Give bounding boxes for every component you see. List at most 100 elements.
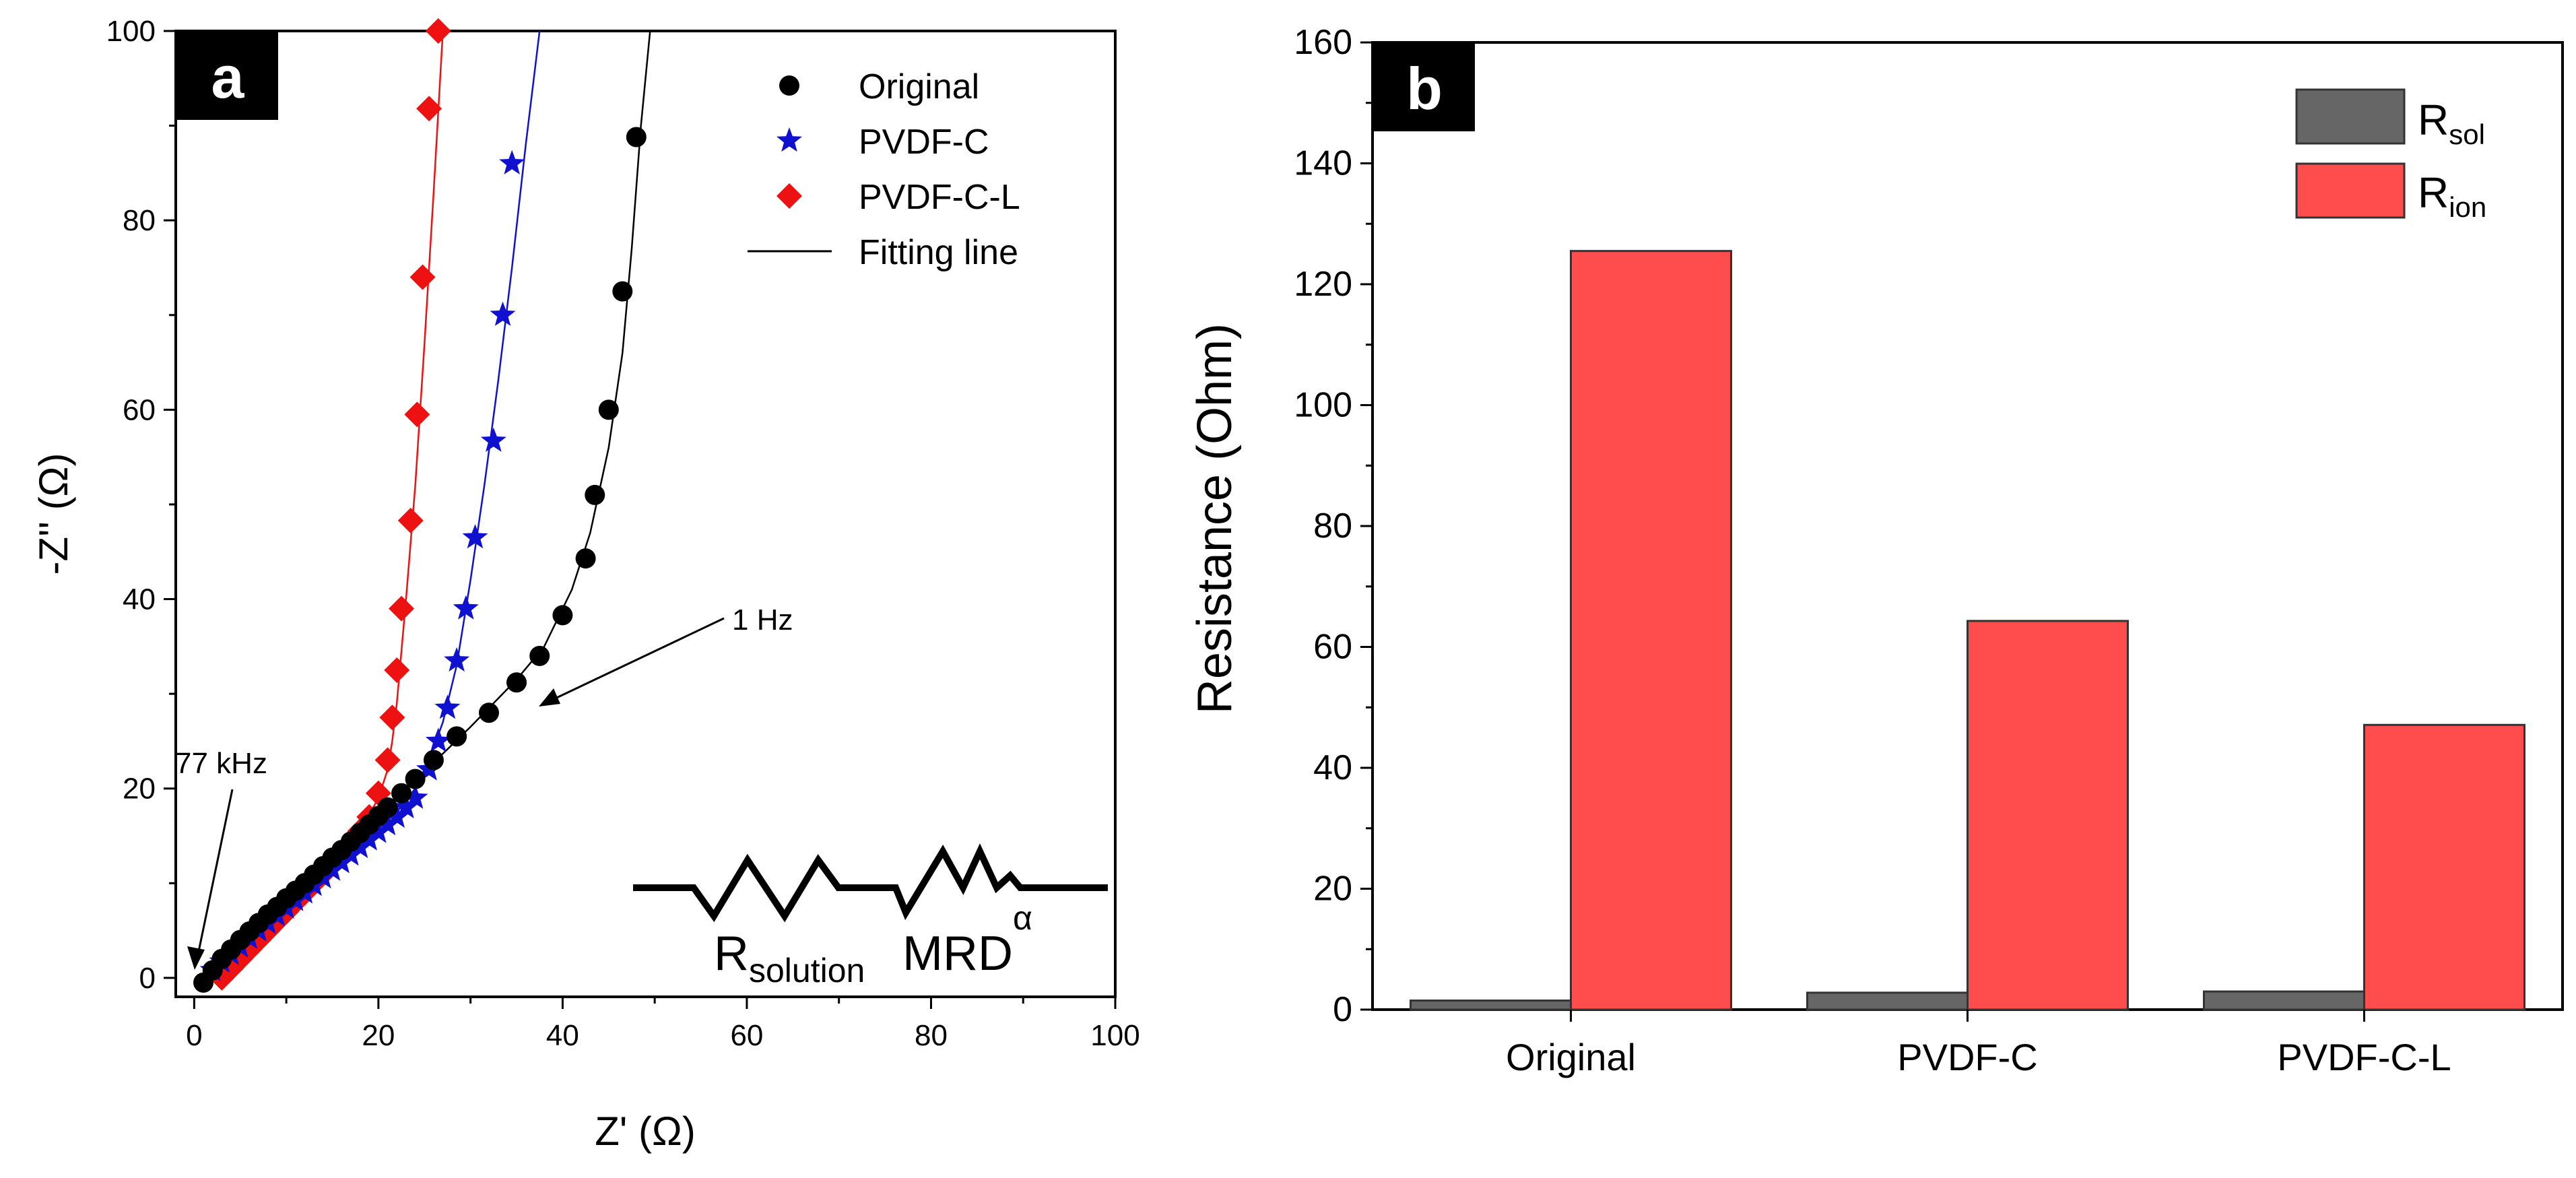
- annotation-77khz-arrowhead: [187, 946, 205, 970]
- data-point-original: [391, 783, 412, 804]
- panel-b-y-tick-label: 80: [1313, 506, 1352, 546]
- panel-a-x-tick-label: 80: [915, 1019, 948, 1052]
- panel-b-y-tick-label: 120: [1294, 265, 1352, 304]
- legend-marker-pvdf-c-l: [777, 183, 802, 209]
- circuit-mrd-label: MRDα: [902, 899, 1032, 981]
- panel-b-y-tick-label: 140: [1294, 144, 1352, 183]
- data-point-pvdf-c: [499, 150, 525, 174]
- annotation-1hz-label: 1 Hz: [732, 603, 793, 636]
- data-point-original: [506, 672, 527, 693]
- panel-a-y-tick-label: 80: [123, 204, 156, 237]
- panel-a-y-tick-label: 20: [123, 773, 156, 806]
- panel-b-y-tick-label: 0: [1333, 990, 1352, 1029]
- panel-b-x-tick-label: Original: [1506, 1036, 1636, 1078]
- equivalent-circuit-diagram: Rsolution MRDα: [633, 843, 1108, 989]
- data-point-original: [377, 797, 398, 818]
- panel-a-x-ticks: 0 20 40 60 80 100: [186, 997, 1140, 1052]
- data-point-pvdf-c-l: [425, 18, 451, 44]
- panel-b-y-tick-label: 20: [1313, 870, 1352, 909]
- legend-label-fitting-line: Fitting line: [859, 233, 1018, 272]
- legend-marker-original: [779, 75, 799, 96]
- panel-b-x-tick-label: PVDF-C-L: [2277, 1036, 2451, 1078]
- panel-b-bars: [1410, 250, 2525, 1011]
- data-point-pvdf-c-l: [416, 96, 442, 122]
- panel-b-x-tick-label: PVDF-C: [1897, 1036, 2037, 1078]
- panel-a-y-tick-label: 0: [139, 962, 156, 995]
- annotation-77khz-label: 77 kHz: [175, 747, 267, 780]
- annotation-1hz: 1 Hz: [539, 603, 793, 707]
- panel-a-x-tick-label: 100: [1090, 1019, 1140, 1052]
- panel-a-plot-frame: [174, 30, 1117, 998]
- panel-a-data-points: [193, 18, 647, 993]
- panel-a-fitting-lines: [201, 30, 651, 986]
- legend-label-r-sol: Rsol: [2418, 96, 2485, 150]
- data-point-pvdf-c-l: [397, 507, 424, 533]
- panel-a-y-tick-label: 40: [123, 583, 156, 616]
- bar-r-sol-original: [1410, 1000, 1572, 1011]
- data-point-pvdf-c: [490, 301, 516, 326]
- panel-a-y-axis-label: -Z'' (Ω): [31, 453, 76, 575]
- data-point-original: [552, 605, 573, 626]
- legend-label-pvdf-c-l: PVDF-C-L: [859, 178, 1020, 217]
- data-point-pvdf-c-l: [374, 747, 401, 773]
- bar-r-sol-pvdf-c-l: [2203, 990, 2365, 1011]
- legend-label-pvdf-c: PVDF-C: [859, 123, 989, 162]
- data-point-pvdf-c: [425, 727, 451, 752]
- panel-a-x-axis-label: Z' (Ω): [595, 1109, 696, 1154]
- panel-a-x-tick-label: 20: [362, 1019, 395, 1052]
- data-point-original: [529, 645, 550, 666]
- data-point-pvdf-c-l: [404, 401, 430, 428]
- panel-a-y-tick-label: 60: [123, 393, 156, 426]
- fit-line-pvdf-c-l: [221, 30, 444, 979]
- legend-swatch-r-sol: [2295, 88, 2406, 145]
- panel-b-resistance-bar-chart: 0 20 40 60 80 100 120 140 160 Original PVDF-C PVDF…: [1188, 23, 2564, 1078]
- panel-b-y-tick-label: 40: [1313, 748, 1352, 787]
- data-point-original: [423, 750, 444, 771]
- panel-a-y-tick-label: 100: [106, 15, 156, 48]
- data-point-pvdf-c: [365, 818, 391, 843]
- annotation-77khz: 77 kHz: [175, 747, 267, 970]
- panel-b-y-tick-label: 100: [1294, 386, 1352, 425]
- panel-b-x-ticks: Original PVDF-C PVDF-C-L: [1506, 1010, 2451, 1078]
- data-point-pvdf-c-l: [384, 657, 410, 683]
- data-point-pvdf-c: [480, 427, 506, 452]
- panel-b-legend: Rsol Rion: [2295, 88, 2486, 223]
- panel-a-x-tick-label: 0: [186, 1019, 202, 1052]
- bar-r-ion-pvdf-c: [1967, 620, 2129, 1011]
- panel-a-x-tick-label: 40: [546, 1019, 579, 1052]
- panel-b-y-tick-label: 160: [1294, 23, 1352, 62]
- legend-label-r-ion: Rion: [2418, 168, 2486, 223]
- data-point-pvdf-c-l: [389, 595, 415, 622]
- fit-line-original: [201, 30, 651, 986]
- data-point-pvdf-c: [384, 803, 410, 828]
- annotation-1hz-arrowhead: [539, 688, 560, 707]
- panel-b-letter: b: [1406, 55, 1443, 122]
- data-point-original: [598, 399, 619, 420]
- circuit-wire: [633, 843, 1108, 923]
- data-point-original: [405, 768, 426, 789]
- panel-b-y-axis-label: Resistance (Ohm): [1188, 323, 1242, 714]
- legend-swatch-r-ion: [2295, 162, 2406, 219]
- panel-b-letter-box: [1374, 44, 1475, 131]
- data-point-original: [585, 484, 605, 505]
- data-point-original: [626, 127, 647, 148]
- bar-r-sol-pvdf-c: [1806, 991, 1969, 1011]
- panel-a-legend: Original PVDF-C PVDF-C-L Fitting line: [748, 67, 1020, 272]
- data-point-pvdf-c-l: [379, 705, 405, 731]
- panel-a-letter-box: [177, 32, 278, 120]
- legend-label-original: Original: [859, 67, 979, 106]
- data-point-pvdf-c: [462, 524, 488, 549]
- data-point-pvdf-c: [374, 811, 401, 836]
- data-point-original: [575, 548, 596, 569]
- data-point-pvdf-c: [434, 694, 461, 719]
- data-point-pvdf-c: [453, 595, 479, 620]
- panel-b-y-tick-label: 60: [1313, 628, 1352, 667]
- panel-a-y-ticks: 0 20 40 60 80 100: [106, 15, 176, 995]
- circuit-r-solution-label: Rsolution: [714, 927, 865, 989]
- data-point-pvdf-c: [356, 826, 383, 851]
- panel-a-x-tick-label: 60: [730, 1019, 763, 1052]
- annotation-1hz-arrow: [550, 617, 725, 702]
- data-point-pvdf-c: [347, 833, 373, 859]
- panel-a-letter: a: [211, 44, 245, 110]
